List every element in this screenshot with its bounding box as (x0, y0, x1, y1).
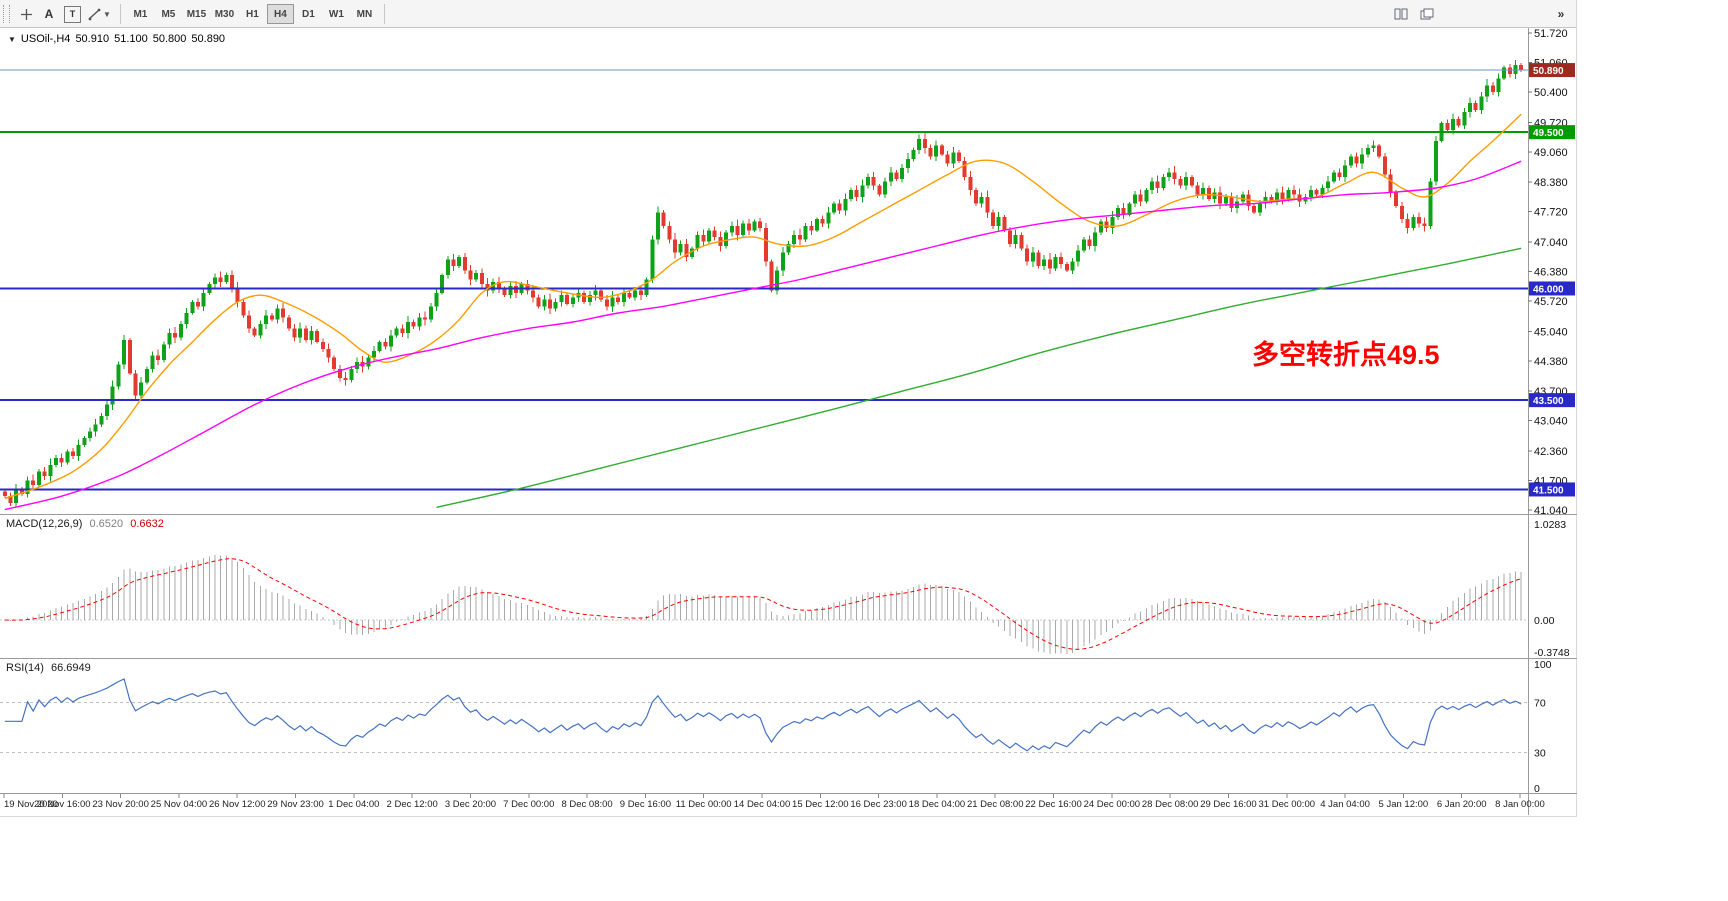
chevron-down-icon: ▼ (103, 9, 111, 19)
price-tick-label: 45.040 (1534, 326, 1568, 338)
price-tick-label: 45.720 (1534, 296, 1568, 308)
time-tick-label: 3 Dec 20:00 (445, 799, 496, 810)
time-tick-label: 15 Dec 12:00 (792, 799, 849, 810)
macd-histogram (10, 555, 1522, 654)
crosshair-tool-button[interactable] (15, 3, 37, 25)
toolbar: A T ▼ M1 M5 M15 M30 H1 H4 D1 W1 MN » (0, 0, 1576, 28)
rsi-axis-label: 0 (1534, 783, 1540, 795)
price-tick-label: 48.380 (1534, 177, 1568, 189)
timeframe-button-M5[interactable]: M5 (161, 8, 176, 20)
time-tick-label: 2 Dec 12:00 (387, 799, 438, 810)
time-tick-label: 8 Jan 00:00 (1495, 799, 1545, 810)
price-badge (1529, 281, 1575, 296)
price-tick-label: 51.720 (1534, 28, 1568, 40)
crosshair-icon (20, 8, 32, 20)
price-tick-label: 44.380 (1534, 356, 1568, 368)
rsi-axis-label: 70 (1534, 698, 1546, 710)
pane-separators (0, 28, 1577, 815)
time-tick-label: 24 Dec 00:00 (1084, 799, 1141, 810)
price-axis: 51.72051.06050.40049.72049.06048.38047.7… (1528, 28, 1575, 517)
price-badge-label: 46.000 (1533, 284, 1564, 295)
trendline-icon (88, 8, 101, 20)
price-badge (1529, 63, 1575, 78)
timeframe-button-M30[interactable]: M30 (214, 8, 235, 20)
time-tick-label: 31 Dec 00:00 (1259, 799, 1316, 810)
time-tick-label: 28 Dec 08:00 (1142, 799, 1199, 810)
shapes-dropdown-button[interactable]: ▼ (85, 3, 114, 25)
price-tick-label: 49.060 (1534, 147, 1568, 159)
toolbar-right-group (1390, 3, 1438, 25)
macd-axis-max: 1.0283 (1534, 519, 1566, 531)
toolbar-separator (119, 4, 121, 24)
timeframe-group: M1 M5 M15 M30 H1 H4 D1 W1 MN (127, 4, 378, 24)
timeframe-button-M1[interactable]: M1 (133, 8, 148, 20)
time-tick-label: 11 Dec 00:00 (676, 799, 732, 810)
price-tick-label: 49.720 (1534, 117, 1568, 129)
toolbar-overflow-button[interactable]: » (1557, 7, 1565, 21)
rsi-axis-label: 30 (1534, 748, 1546, 760)
time-tick-label: 7 Dec 00:00 (503, 799, 554, 810)
time-tick-label: 5 Jan 12:00 (1379, 799, 1429, 810)
price-badge-label: 49.500 (1533, 128, 1564, 139)
time-tick-label: 29 Dec 16:00 (1200, 799, 1257, 810)
timeframe-button-W1[interactable]: W1 (328, 8, 344, 20)
price-badge (1529, 482, 1575, 497)
timeframe-button-D1[interactable]: D1 (302, 8, 315, 20)
price-badge-label: 43.500 (1533, 396, 1564, 407)
time-tick-label: 25 Nov 04:00 (151, 799, 208, 810)
time-tick-label: 26 Nov 12:00 (209, 799, 266, 810)
macd-axis-min: -0.3748 (1534, 647, 1570, 659)
timeframe-button-H4[interactable]: H4 (266, 4, 294, 24)
time-tick-label: 20 Nov 16:00 (34, 799, 91, 810)
time-tick-label: 9 Dec 16:00 (620, 799, 671, 810)
price-tick-label: 43.040 (1534, 416, 1568, 428)
candlestick-series (2, 59, 1524, 508)
time-tick-label: 23 Nov 20:00 (92, 799, 149, 810)
time-tick-label: 8 Dec 08:00 (561, 799, 612, 810)
time-tick-label: 18 Dec 04:00 (909, 799, 966, 810)
toolbar-left-group: A T ▼ M1 M5 M15 M30 H1 H4 D1 W1 MN (2, 2, 390, 26)
time-tick-label: 22 Dec 16:00 (1025, 799, 1082, 810)
price-tick-label: 47.040 (1534, 237, 1568, 249)
price-tick-label: 42.360 (1534, 446, 1568, 458)
timeframe-button-MN[interactable]: MN (356, 8, 373, 20)
timeframe-button-M15[interactable]: M15 (186, 8, 207, 20)
price-badge (1529, 125, 1575, 140)
chart-canvas[interactable]: 51.72051.06050.40049.72049.06048.38047.7… (0, 28, 1577, 817)
price-badge (1529, 393, 1575, 408)
time-tick-label: 16 Dec 23:00 (850, 799, 907, 810)
time-tick-label: 1 Dec 04:00 (328, 799, 379, 810)
macd-signal-line (4, 558, 1522, 650)
time-tick-label: 19 Nov 2020 (4, 799, 58, 810)
rsi-line (4, 678, 1522, 752)
toolbar-grip[interactable] (3, 5, 10, 23)
price-tick-label: 41.040 (1534, 505, 1568, 517)
price-tick-label: 46.380 (1534, 267, 1568, 279)
text-label-icon: T (64, 5, 81, 23)
toolbar-separator (383, 4, 385, 24)
time-tick-label: 29 Nov 23:00 (267, 799, 324, 810)
text-tool-button[interactable]: A (44, 7, 54, 21)
price-badge-label: 50.890 (1533, 66, 1564, 77)
overlay-ma-fast (4, 113, 1522, 500)
timeframe-button-H1[interactable]: H1 (246, 8, 259, 20)
tile-windows-button[interactable] (1390, 3, 1412, 25)
text-label-tool-button[interactable]: T (61, 3, 84, 25)
time-tick-label: 6 Jan 20:00 (1437, 799, 1487, 810)
rsi-axis-label: 100 (1534, 659, 1552, 671)
price-badge-label: 41.500 (1533, 485, 1564, 496)
tile-windows-icon (1394, 8, 1408, 20)
macd-axis-zero: 0.00 (1534, 615, 1555, 627)
price-tick-label: 47.720 (1534, 207, 1568, 219)
time-tick-label: 4 Jan 04:00 (1320, 799, 1370, 810)
cascade-windows-icon (1420, 8, 1434, 20)
time-tick-label: 14 Dec 04:00 (734, 799, 791, 810)
price-tick-label: 50.400 (1534, 87, 1568, 99)
overlay-ma-medium (4, 160, 1522, 511)
overlay-ma-slow (436, 247, 1522, 508)
time-tick-label: 21 Dec 08:00 (967, 799, 1024, 810)
cascade-windows-button[interactable] (1416, 3, 1438, 25)
